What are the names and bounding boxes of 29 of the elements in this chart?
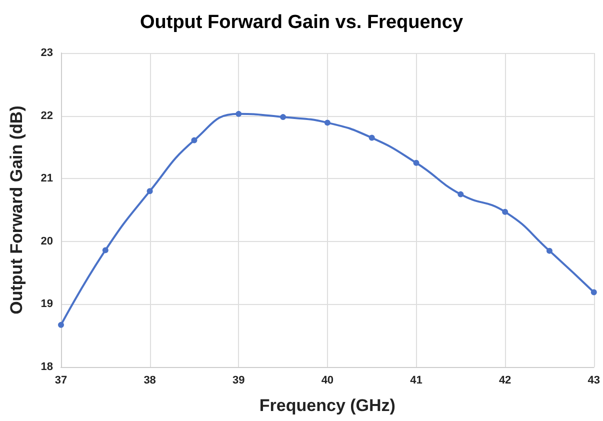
x-tick-label: 40 xyxy=(321,374,334,386)
point xyxy=(502,208,508,215)
point xyxy=(590,289,597,296)
point xyxy=(102,247,108,254)
y-tick-label: 20 xyxy=(40,235,53,248)
y-tick-label: 23 xyxy=(40,47,53,59)
point xyxy=(413,160,420,166)
point xyxy=(458,191,464,198)
x-tick-label: 38 xyxy=(144,374,156,386)
y-axis-title: Output Forward Gain (dB) xyxy=(7,106,26,314)
x-tick-label: 37 xyxy=(54,374,68,386)
chart-title: Output Forward Gain vs. Frequency xyxy=(140,12,464,33)
x-tick-label: 43 xyxy=(588,374,600,386)
x-axis-title: Frequency (GHz) xyxy=(259,396,396,415)
y-tick-label: 21 xyxy=(40,172,53,185)
y-tick-label: 19 xyxy=(40,298,53,310)
point xyxy=(546,248,552,254)
point xyxy=(236,110,242,117)
point xyxy=(324,120,330,126)
y-tick-label: 22 xyxy=(40,110,53,122)
point xyxy=(368,134,375,141)
x-tick-label: 42 xyxy=(498,374,512,386)
point xyxy=(191,137,198,144)
x-tick-label: 39 xyxy=(232,374,245,386)
x-tick-label: 41 xyxy=(410,374,422,386)
point xyxy=(280,114,286,120)
point xyxy=(146,188,153,194)
y-tick-label: 18 xyxy=(40,361,53,373)
point xyxy=(58,322,64,328)
